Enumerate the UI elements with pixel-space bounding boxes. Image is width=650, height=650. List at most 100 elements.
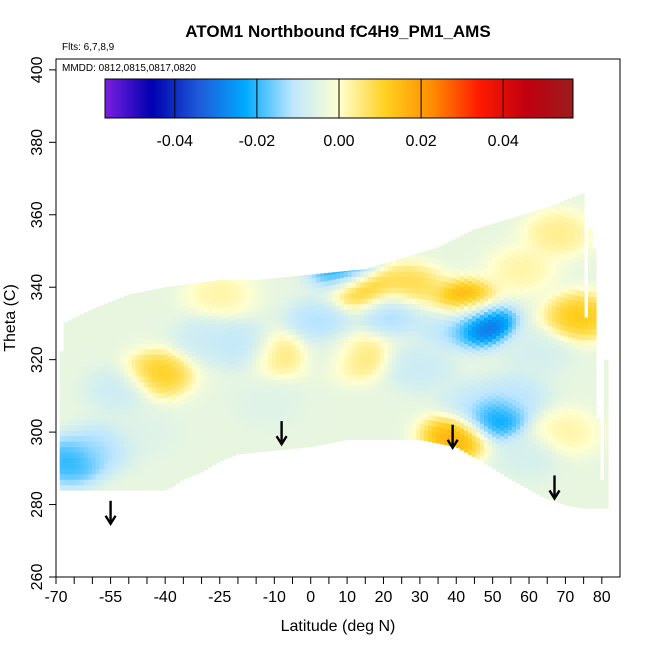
- heatmap-cell: [519, 284, 525, 291]
- heatmap-cell: [251, 300, 257, 307]
- heatmap-cell: [139, 299, 145, 306]
- heatmap-cell: [311, 315, 317, 322]
- heatmap-cell: [243, 338, 249, 345]
- heatmap-cell: [567, 494, 573, 501]
- heatmap-cell: [119, 452, 125, 459]
- heatmap-cell: [543, 476, 549, 483]
- heatmap-cell: [467, 313, 473, 320]
- heatmap-cell: [203, 311, 209, 318]
- heatmap-cell: [587, 442, 593, 449]
- heatmap-cell: [75, 381, 81, 388]
- heatmap-cell: [427, 310, 433, 317]
- heatmap-cell: [487, 433, 493, 440]
- heatmap-cell: [59, 408, 65, 415]
- heatmap-cell: [535, 423, 541, 430]
- heatmap-cell: [343, 276, 349, 283]
- heatmap-cell: [215, 397, 221, 404]
- heatmap-cell: [523, 291, 529, 298]
- heatmap-cell: [187, 373, 193, 380]
- heatmap-cell: [199, 374, 205, 381]
- heatmap-cell: [395, 385, 401, 392]
- heatmap-cell: [515, 439, 521, 446]
- heatmap-cell: [267, 374, 273, 381]
- heatmap-cell: [179, 333, 185, 340]
- heatmap-cell: [559, 373, 565, 380]
- heatmap-cell: [459, 384, 465, 391]
- heatmap-cell: [259, 402, 265, 409]
- heatmap-cell: [135, 430, 141, 437]
- heatmap-cell: [359, 428, 365, 435]
- heatmap-cell: [263, 353, 269, 360]
- heatmap-cell: [335, 392, 341, 399]
- heatmap-cell: [287, 356, 293, 363]
- heatmap-cell: [363, 303, 369, 310]
- heatmap-cell: [451, 337, 457, 344]
- heatmap-cell: [371, 368, 377, 375]
- heatmap-cell: [443, 297, 449, 304]
- heatmap-cell: [467, 356, 473, 363]
- heatmap-cell: [391, 433, 397, 440]
- heatmap-cell: [167, 417, 173, 424]
- heatmap-cell: [79, 392, 85, 399]
- heatmap-cell: [499, 321, 505, 328]
- heatmap-cell: [403, 346, 409, 354]
- heatmap-cell: [359, 406, 365, 413]
- heatmap-cell: [547, 254, 553, 261]
- heatmap-cell: [207, 396, 213, 403]
- heatmap-cell: [567, 347, 573, 354]
- heatmap-cell: [167, 422, 173, 429]
- heatmap-cell: [263, 347, 269, 354]
- heatmap-cell: [547, 238, 553, 245]
- heatmap-cell: [163, 353, 169, 360]
- heatmap-cell: [511, 404, 517, 411]
- heatmap-cell: [547, 396, 553, 403]
- heatmap-cell: [187, 400, 193, 407]
- heatmap-cell: [183, 375, 189, 382]
- heatmap-cell: [467, 340, 473, 347]
- heatmap-cell: [447, 314, 453, 321]
- heatmap-cell: [163, 299, 169, 306]
- heatmap-cell: [311, 321, 317, 328]
- heatmap-cell: [575, 382, 581, 389]
- heatmap-cell: [575, 267, 581, 274]
- heatmap-cell: [507, 413, 513, 420]
- heatmap-cell: [287, 280, 293, 287]
- heatmap-cell: [67, 343, 73, 350]
- heatmap-cell: [559, 470, 565, 477]
- heatmap-cell: [83, 435, 89, 442]
- heatmap-cell: [375, 406, 381, 413]
- heatmap-cell: [551, 288, 557, 295]
- heatmap-cell: [575, 202, 581, 209]
- heatmap-cell: [515, 455, 521, 462]
- heatmap-cell: [383, 330, 389, 337]
- heatmap-cell: [443, 286, 449, 293]
- heatmap-cell: [523, 395, 529, 402]
- heatmap-cell: [579, 399, 585, 406]
- heatmap-cell: [475, 453, 481, 460]
- heatmap-cell: [391, 352, 397, 359]
- heatmap-cell: [567, 309, 573, 316]
- heatmap-cell: [267, 347, 273, 354]
- heatmap-cell: [379, 346, 385, 354]
- heatmap-cell: [427, 272, 433, 279]
- heatmap-cell: [243, 311, 249, 318]
- heatmap-cell: [459, 357, 465, 364]
- heatmap-cell: [123, 327, 129, 334]
- heatmap-cell: [123, 299, 129, 306]
- heatmap-cell: [203, 281, 209, 286]
- heatmap-cell: [523, 259, 529, 266]
- heatmap-cell: [399, 281, 405, 288]
- heatmap-cell: [487, 368, 493, 375]
- heatmap-cell: [343, 374, 349, 381]
- heatmap-cell: [563, 298, 569, 305]
- heatmap-cell: [379, 276, 385, 283]
- heatmap-cell: [167, 346, 173, 353]
- heatmap-cell: [195, 446, 201, 453]
- heatmap-cell: [451, 413, 457, 420]
- heatmap-cell: [383, 325, 389, 332]
- heatmap-cell: [563, 374, 569, 381]
- heatmap-cell: [523, 351, 529, 358]
- heatmap-cell: [579, 290, 585, 297]
- heatmap-cell: [295, 295, 301, 302]
- heatmap-cell: [187, 444, 193, 451]
